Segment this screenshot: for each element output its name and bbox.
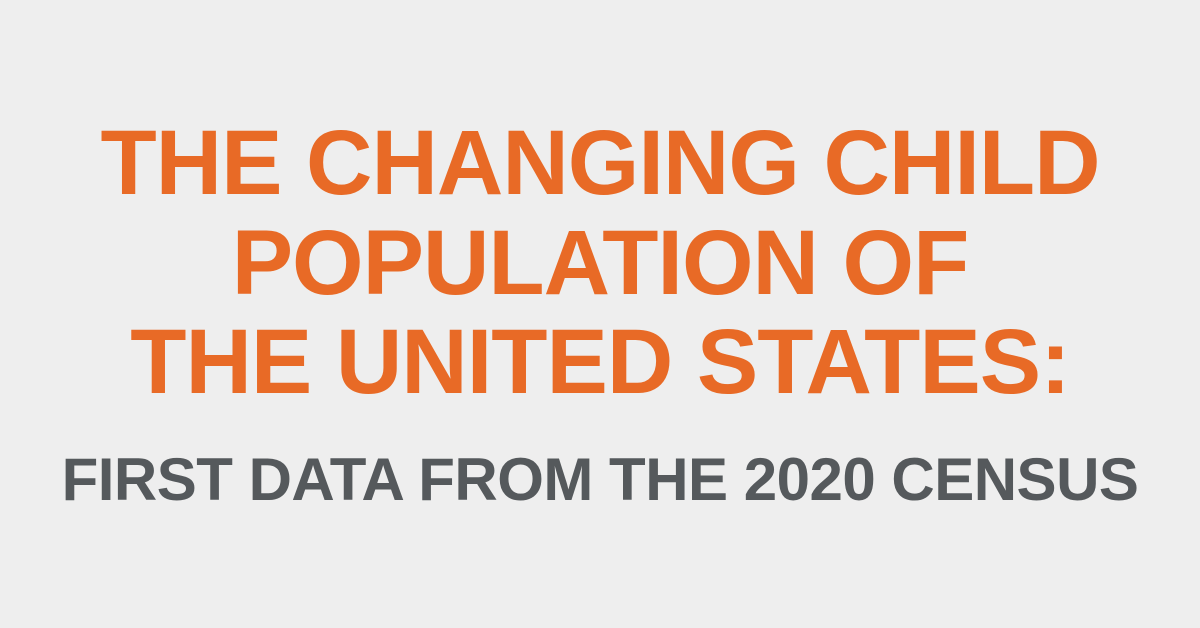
main-title-line-1: THE CHANGING CHILD (62, 114, 1139, 213)
subtitle: FIRST DATA FROM THE 2020 CENSUS (62, 445, 1139, 514)
main-title: THE CHANGING CHILD POPULATION OF THE UNI… (62, 114, 1139, 412)
title-container: THE CHANGING CHILD POPULATION OF THE UNI… (62, 114, 1139, 513)
main-title-line-3: THE UNITED STATES: (62, 313, 1139, 412)
main-title-line-2: POPULATION OF (62, 214, 1139, 313)
